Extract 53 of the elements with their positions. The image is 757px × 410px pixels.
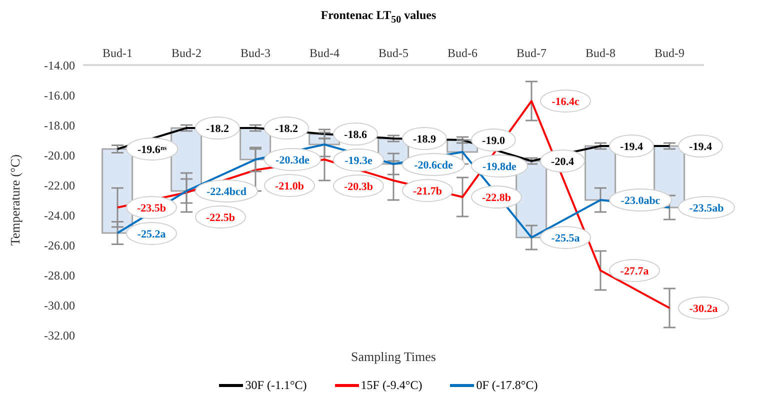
y-tick-label: -28.00 [44, 268, 75, 282]
y-tick-label: -14.00 [44, 58, 75, 72]
data-label: -20.3b [344, 180, 374, 193]
data-label: -20.6cde [414, 159, 454, 172]
x-tick-label: Bud-5 [378, 46, 408, 60]
x-tick-label: Bud-2 [172, 46, 202, 60]
data-label: -18.2 [275, 122, 298, 135]
data-label: -19.4 [620, 140, 644, 153]
data-label: -30.2a [689, 302, 718, 315]
data-label: -23.5ab [689, 202, 724, 214]
y-tick-label: -18.00 [44, 118, 75, 132]
legend-label: 0F (-17.8°C) [475, 378, 538, 393]
x-axis-title: Sampling Times [351, 349, 436, 364]
chart-title: Frontenac LT$_{50}$ values [320, 8, 438, 28]
data-label: -23.5b [136, 202, 166, 214]
data-label: -19.3e [344, 154, 373, 167]
data-label: -25.5a [551, 232, 580, 244]
x-tick-label: Bud-9 [654, 46, 684, 60]
x-tick-label: Bud-3 [240, 46, 270, 60]
data-label: -20.3de [276, 154, 310, 166]
x-tick-label: Bud-8 [586, 46, 616, 60]
y-tick-label: -22.00 [44, 178, 75, 192]
data-label: -21.7b [412, 185, 442, 198]
y-tick-label: -24.00 [44, 208, 75, 222]
data-label: -16.4c [552, 96, 580, 108]
data-label: -22.4bcd [206, 186, 247, 198]
data-label: -19.4 [689, 140, 712, 153]
x-tick-label: Bud-1 [102, 46, 132, 60]
legend-label: 30F (-1.1°C) [244, 378, 307, 393]
y-tick-label: -20.00 [44, 148, 75, 162]
y-axis-title: Temperature (°C) [8, 154, 23, 246]
data-label: -19.8de [482, 160, 517, 173]
data-label: -27.7a [620, 265, 650, 278]
x-tick-label: Bud-6 [448, 46, 478, 60]
data-label: -18.2 [206, 122, 230, 135]
y-tick-label: -30.00 [44, 298, 75, 312]
data-label: -21.0b [274, 180, 304, 192]
legend-label: 15F (-9.4°C) [360, 378, 422, 393]
data-label: -22.8b [482, 192, 512, 204]
bar [584, 145, 616, 201]
data-label: -23.0abc [620, 194, 660, 207]
data-label: -19.0 [482, 134, 506, 147]
data-label: -25.2a [137, 228, 166, 240]
data-label: -22.5b [206, 212, 236, 224]
data-label: -19.6$^{ns}$ [138, 144, 168, 156]
data-label: -20.4 [551, 156, 574, 168]
x-tick-label: Bud-7 [516, 46, 546, 60]
y-tick-label: -26.00 [44, 238, 75, 252]
y-tick-label: -16.00 [44, 88, 75, 102]
y-tick-label: -32.00 [44, 328, 75, 342]
data-label: -18.9 [413, 133, 436, 146]
data-label: -18.6 [344, 128, 368, 141]
x-tick-label: Bud-4 [310, 46, 340, 60]
